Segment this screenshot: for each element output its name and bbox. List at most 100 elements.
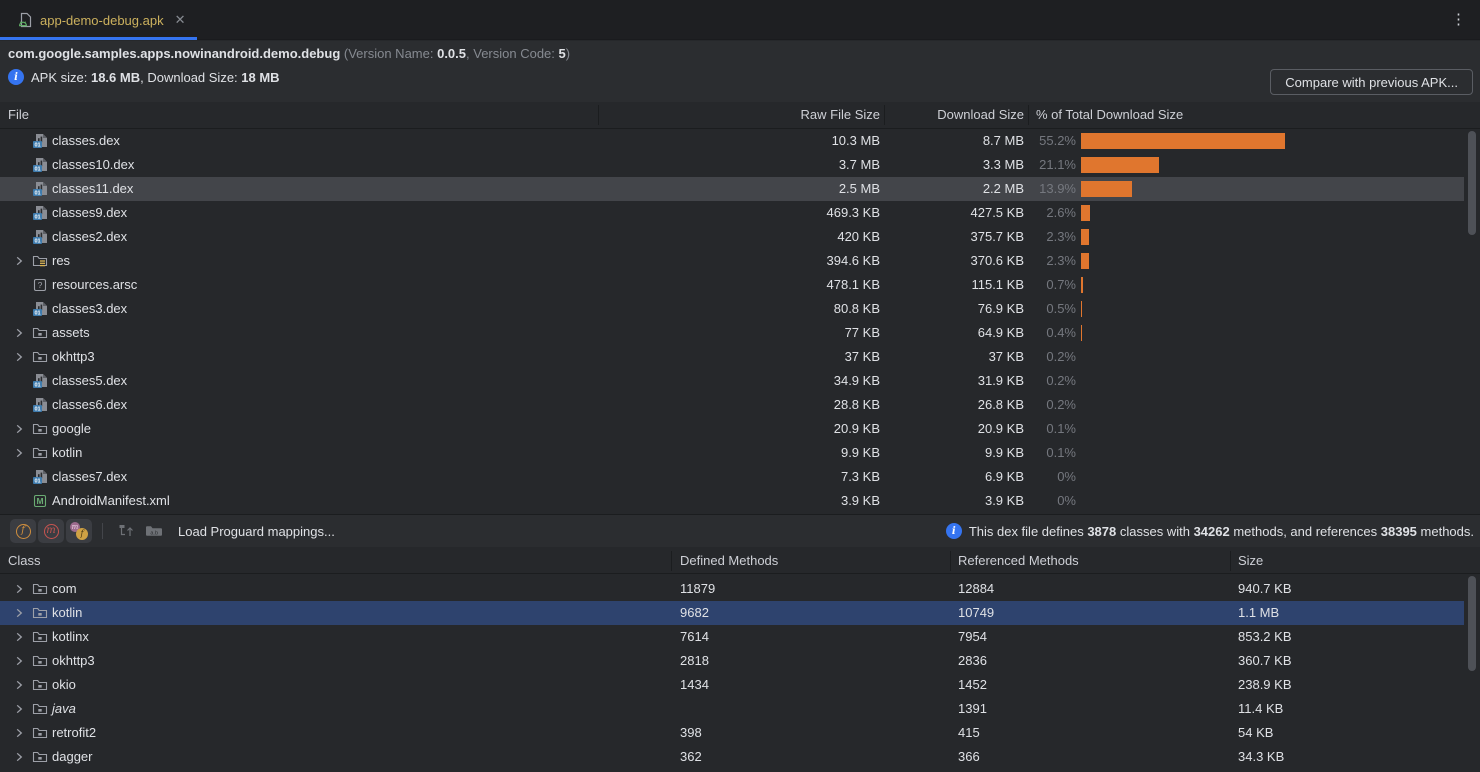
chevron-right-icon[interactable] bbox=[13, 327, 25, 339]
dex-icon: 01 bbox=[32, 469, 48, 485]
load-proguard-mappings-action[interactable]: Load Proguard mappings... bbox=[178, 523, 335, 539]
chevron-right-icon[interactable] bbox=[13, 255, 25, 267]
chevron-right-icon[interactable] bbox=[13, 751, 25, 763]
column-header-defined-methods[interactable]: Defined Methods bbox=[680, 553, 779, 568]
apk-file-icon bbox=[17, 12, 33, 28]
class-row[interactable]: kotlin 9682 10749 1.1 MB bbox=[0, 601, 1464, 625]
folder-icon bbox=[32, 421, 48, 437]
class-row[interactable]: java 1391 11.4 KB bbox=[0, 697, 1464, 721]
column-divider[interactable] bbox=[598, 105, 599, 125]
raw-file-size: 7.3 KB bbox=[840, 469, 880, 484]
package-size: 940.7 KB bbox=[1238, 581, 1292, 596]
file-row[interactable]: 01 classes5.dex 34.9 KB 31.9 KB 0.2% bbox=[0, 369, 1464, 393]
arsc-icon: ? bbox=[32, 277, 48, 293]
chevron-right-icon[interactable] bbox=[13, 583, 25, 595]
class-row[interactable]: retrofit2 398 415 54 KB bbox=[0, 721, 1464, 745]
chevron-right-icon[interactable] bbox=[13, 727, 25, 739]
file-name: classes.dex bbox=[52, 133, 120, 148]
chevron-right-icon[interactable] bbox=[13, 655, 25, 667]
compare-apk-button[interactable]: Compare with previous APK... bbox=[1270, 69, 1473, 95]
svg-text:01: 01 bbox=[34, 166, 40, 172]
file-row[interactable]: google 20.9 KB 20.9 KB 0.1% bbox=[0, 417, 1464, 441]
class-row[interactable]: okhttp3 2818 2836 360.7 KB bbox=[0, 649, 1464, 673]
class-row[interactable]: dagger 362 366 34.3 KB bbox=[0, 745, 1464, 769]
class-row[interactable]: okio 1434 1452 238.9 KB bbox=[0, 673, 1464, 697]
folder-icon bbox=[32, 749, 48, 765]
column-header-referenced-methods[interactable]: Referenced Methods bbox=[958, 553, 1079, 568]
show-methods-button[interactable]: m bbox=[38, 519, 64, 543]
svg-text:01: 01 bbox=[34, 382, 40, 388]
file-row[interactable]: res 394.6 KB 370.6 KB 2.3% bbox=[0, 249, 1464, 273]
more-options-icon[interactable]: ⋮ bbox=[1451, 11, 1466, 28]
file-row[interactable]: 01 classes7.dex 7.3 KB 6.9 KB 0% bbox=[0, 465, 1464, 489]
defined-methods: 1434 bbox=[680, 677, 709, 692]
raw-file-size: 28.8 KB bbox=[833, 397, 880, 412]
file-row[interactable]: 01 classes10.dex 3.7 MB 3.3 MB 21.1% bbox=[0, 153, 1464, 177]
column-divider[interactable] bbox=[671, 551, 672, 571]
chevron-right-icon[interactable] bbox=[13, 351, 25, 363]
column-header-size[interactable]: Size bbox=[1238, 553, 1264, 568]
chevron-right-icon[interactable] bbox=[13, 607, 25, 619]
package-name: java bbox=[52, 701, 76, 716]
download-pct: 0.2% bbox=[1046, 397, 1076, 412]
pct-bar bbox=[1081, 205, 1090, 221]
column-header-file[interactable]: File bbox=[8, 107, 29, 122]
class-row[interactable]: kotlinx 7614 7954 853.2 KB bbox=[0, 625, 1464, 649]
class-row[interactable]: com 11879 12884 940.7 KB bbox=[0, 577, 1464, 601]
column-divider[interactable] bbox=[1230, 551, 1231, 571]
chevron-right-icon[interactable] bbox=[13, 423, 25, 435]
expand-tree-icon[interactable] bbox=[116, 521, 136, 541]
file-name: classes7.dex bbox=[52, 469, 128, 484]
raw-file-size: 3.7 MB bbox=[838, 157, 880, 172]
file-row[interactable]: M AndroidManifest.xml 3.9 KB 3.9 KB 0% bbox=[0, 489, 1464, 513]
chevron-right-icon[interactable] bbox=[13, 631, 25, 643]
file-row[interactable]: assets 77 KB 64.9 KB 0.4% bbox=[0, 321, 1464, 345]
raw-file-size: 34.9 KB bbox=[833, 373, 880, 388]
package-name: dagger bbox=[52, 749, 93, 764]
apk-summary-header: com.google.samples.apps.nowinandroid.dem… bbox=[0, 41, 1480, 102]
chevron-right-icon[interactable] bbox=[13, 703, 25, 715]
file-row[interactable]: 01 classes.dex 10.3 MB 8.7 MB 55.2% bbox=[0, 129, 1464, 153]
svg-text:01: 01 bbox=[34, 190, 40, 196]
file-row[interactable]: 01 classes3.dex 80.8 KB 76.9 KB 0.5% bbox=[0, 297, 1464, 321]
file-row[interactable]: 01 classes2.dex 420 KB 375.7 KB 2.3% bbox=[0, 225, 1464, 249]
download-size: 3.9 KB bbox=[984, 493, 1024, 508]
column-header-raw-size[interactable]: Raw File Size bbox=[800, 107, 880, 122]
package-size: 853.2 KB bbox=[1238, 629, 1292, 644]
file-row[interactable]: okhttp3 37 KB 37 KB 0.2% bbox=[0, 345, 1464, 369]
tab-close-icon[interactable]: ✕ bbox=[174, 12, 186, 27]
chevron-right-icon[interactable] bbox=[13, 679, 25, 691]
column-divider[interactable] bbox=[884, 105, 885, 125]
file-table-scrollbar[interactable] bbox=[1468, 131, 1476, 235]
download-size: 427.5 KB bbox=[970, 205, 1025, 220]
tab-apk-file[interactable]: app-demo-debug.apk ✕ bbox=[0, 0, 197, 40]
file-row[interactable]: 01 classes11.dex 2.5 MB 2.2 MB 13.9% bbox=[0, 177, 1464, 201]
download-size: 26.8 KB bbox=[977, 397, 1024, 412]
file-row[interactable]: 01 classes6.dex 28.8 KB 26.8 KB 0.2% bbox=[0, 393, 1464, 417]
folder-icon bbox=[32, 349, 48, 365]
file-name: classes11.dex bbox=[52, 181, 134, 196]
version-code: 5 bbox=[558, 46, 566, 61]
download-pct: 55.2% bbox=[1039, 133, 1076, 148]
file-row[interactable]: ? resources.arsc 478.1 KB 115.1 KB 0.7% bbox=[0, 273, 1464, 297]
column-header-class[interactable]: Class bbox=[8, 553, 41, 568]
dex-icon: 01 bbox=[32, 397, 48, 413]
dex-icon: 01 bbox=[32, 373, 48, 389]
class-table-scrollbar[interactable] bbox=[1468, 576, 1476, 671]
file-row[interactable]: kotlin 9.9 KB 9.9 KB 0.1% bbox=[0, 441, 1464, 465]
defined-methods: 9682 bbox=[680, 605, 709, 620]
column-divider[interactable] bbox=[1028, 105, 1029, 125]
show-fields-button[interactable]: f bbox=[10, 519, 36, 543]
column-divider[interactable] bbox=[950, 551, 951, 571]
chevron-right-icon[interactable] bbox=[13, 447, 25, 459]
column-header-download-size[interactable]: Download Size bbox=[937, 107, 1024, 122]
download-size: 8.7 MB bbox=[982, 133, 1024, 148]
file-row[interactable]: 01 classes9.dex 469.3 KB 427.5 KB 2.6% bbox=[0, 201, 1464, 225]
download-size: 2.2 MB bbox=[982, 181, 1024, 196]
column-header-pct[interactable]: % of Total Download Size bbox=[1036, 107, 1184, 122]
load-mappings-folder-icon[interactable]: a.b bbox=[144, 521, 164, 541]
defined-methods: 7614 bbox=[680, 629, 709, 644]
method-icon: m bbox=[43, 523, 59, 539]
file-name: resources.arsc bbox=[52, 277, 138, 292]
